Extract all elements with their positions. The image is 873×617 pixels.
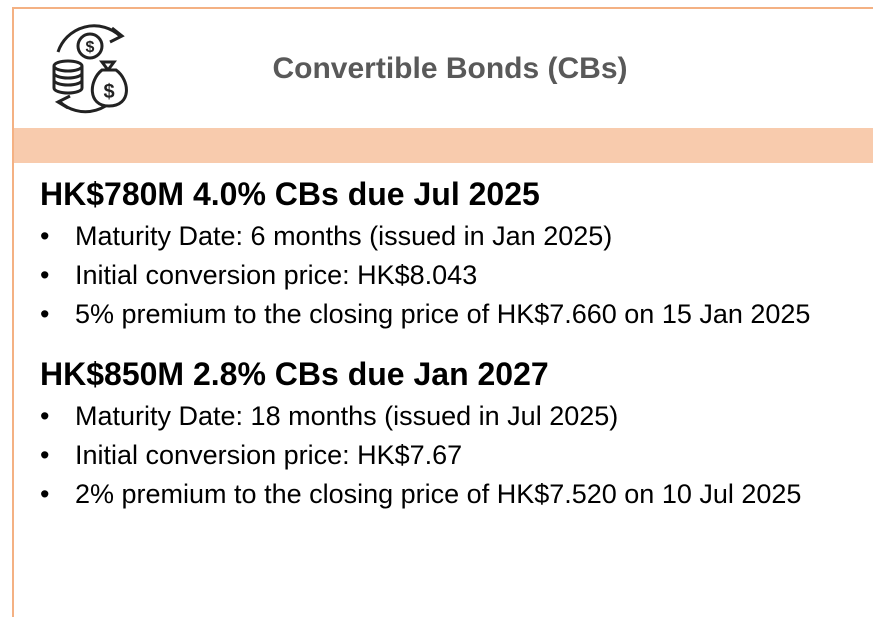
frame-line bbox=[13, 7, 873, 9]
content: HK$780M 4.0% CBs due Jul 2025 Maturity Da… bbox=[40, 172, 870, 532]
section: HK$850M 2.8% CBs due Jan 2027 Maturity Da… bbox=[40, 352, 870, 512]
section-heading: HK$850M 2.8% CBs due Jan 2027 bbox=[40, 356, 549, 392]
bullet: Initial conversion price: HK$8.043 bbox=[40, 257, 865, 293]
bullet-list: Maturity Date: 18 months (issued in Jul … bbox=[40, 398, 870, 512]
svg-text:$: $ bbox=[86, 39, 95, 56]
bullet: 5% premium to the closing price of HK$7.… bbox=[40, 296, 865, 332]
title: Convertible Bonds (CBs) bbox=[272, 52, 628, 85]
bullet: Maturity Date: 6 months (issued in Jan 2… bbox=[40, 218, 865, 254]
bullet: Initial conversion price: HK$7.67 bbox=[40, 437, 865, 473]
icon: $ $ bbox=[52, 24, 128, 114]
accent-band bbox=[14, 128, 873, 163]
section: HK$780M 4.0% CBs due Jul 2025 Maturity Da… bbox=[40, 172, 870, 332]
bullet-list: Maturity Date: 6 months (issued in Jan 2… bbox=[40, 218, 870, 332]
bullet: Maturity Date: 18 months (issued in Jul … bbox=[40, 398, 865, 434]
section-heading: HK$780M 4.0% CBs due Jul 2025 bbox=[40, 176, 540, 212]
frame-line bbox=[12, 7, 14, 617]
svg-text:$: $ bbox=[103, 81, 114, 103]
bullet: 2% premium to the closing price of HK$7.… bbox=[40, 476, 865, 512]
